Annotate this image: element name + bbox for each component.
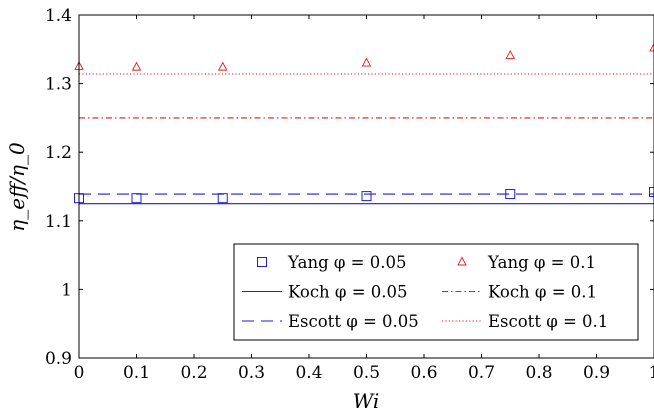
- data-point-square: [131, 193, 142, 204]
- legend-label: Koch φ = 0.05: [288, 283, 408, 302]
- legend-label: Escott φ = 0.1: [488, 312, 608, 331]
- data-point-triangle: [649, 42, 654, 52]
- legend-label: Yang φ = 0.05: [287, 253, 407, 272]
- x-axis-label: Wi: [353, 389, 380, 413]
- x-tick-label: 0.2: [180, 363, 207, 383]
- x-tick-label: 0.7: [468, 363, 495, 383]
- x-tick-label: 0.9: [583, 363, 610, 383]
- data-point-square: [505, 189, 516, 200]
- x-tick-label: 0.6: [410, 363, 437, 383]
- y-tick-label: 1.2: [45, 143, 72, 163]
- data-point-triangle: [218, 61, 228, 71]
- x-tick-label: 0.3: [238, 363, 265, 383]
- legend-swatch-square: [257, 257, 267, 267]
- legend-label: Escott φ = 0.05: [288, 312, 419, 331]
- data-point-triangle: [131, 61, 142, 71]
- y-axis-label: η_eff/η_0: [5, 142, 29, 232]
- legend-label: Koch φ = 0.1: [488, 283, 597, 302]
- y-tick-label: 1.4: [45, 6, 72, 26]
- y-tick-label: 0.9: [45, 349, 72, 369]
- x-tick-label: 1: [649, 363, 654, 383]
- x-tick-label: 0.8: [525, 363, 552, 383]
- legend-swatch-triangle: [457, 256, 467, 266]
- data-point-triangle: [361, 57, 372, 67]
- data-point-square: [361, 191, 372, 202]
- x-tick-label: 0.4: [295, 363, 322, 383]
- legend-box: [233, 243, 639, 341]
- data-point-square: [649, 186, 654, 197]
- x-tick-label: 0.5: [353, 363, 380, 383]
- y-tick-label: 1.3: [45, 75, 72, 95]
- x-tick-label: 0: [74, 363, 85, 383]
- y-tick-label: 1.1: [45, 212, 72, 232]
- data-point-square: [217, 193, 228, 204]
- legend-label: Yang φ = 0.1: [487, 253, 596, 272]
- y-tick-label: 1: [61, 280, 72, 300]
- x-tick-label: 0.1: [123, 363, 150, 383]
- data-point-triangle: [505, 50, 515, 59]
